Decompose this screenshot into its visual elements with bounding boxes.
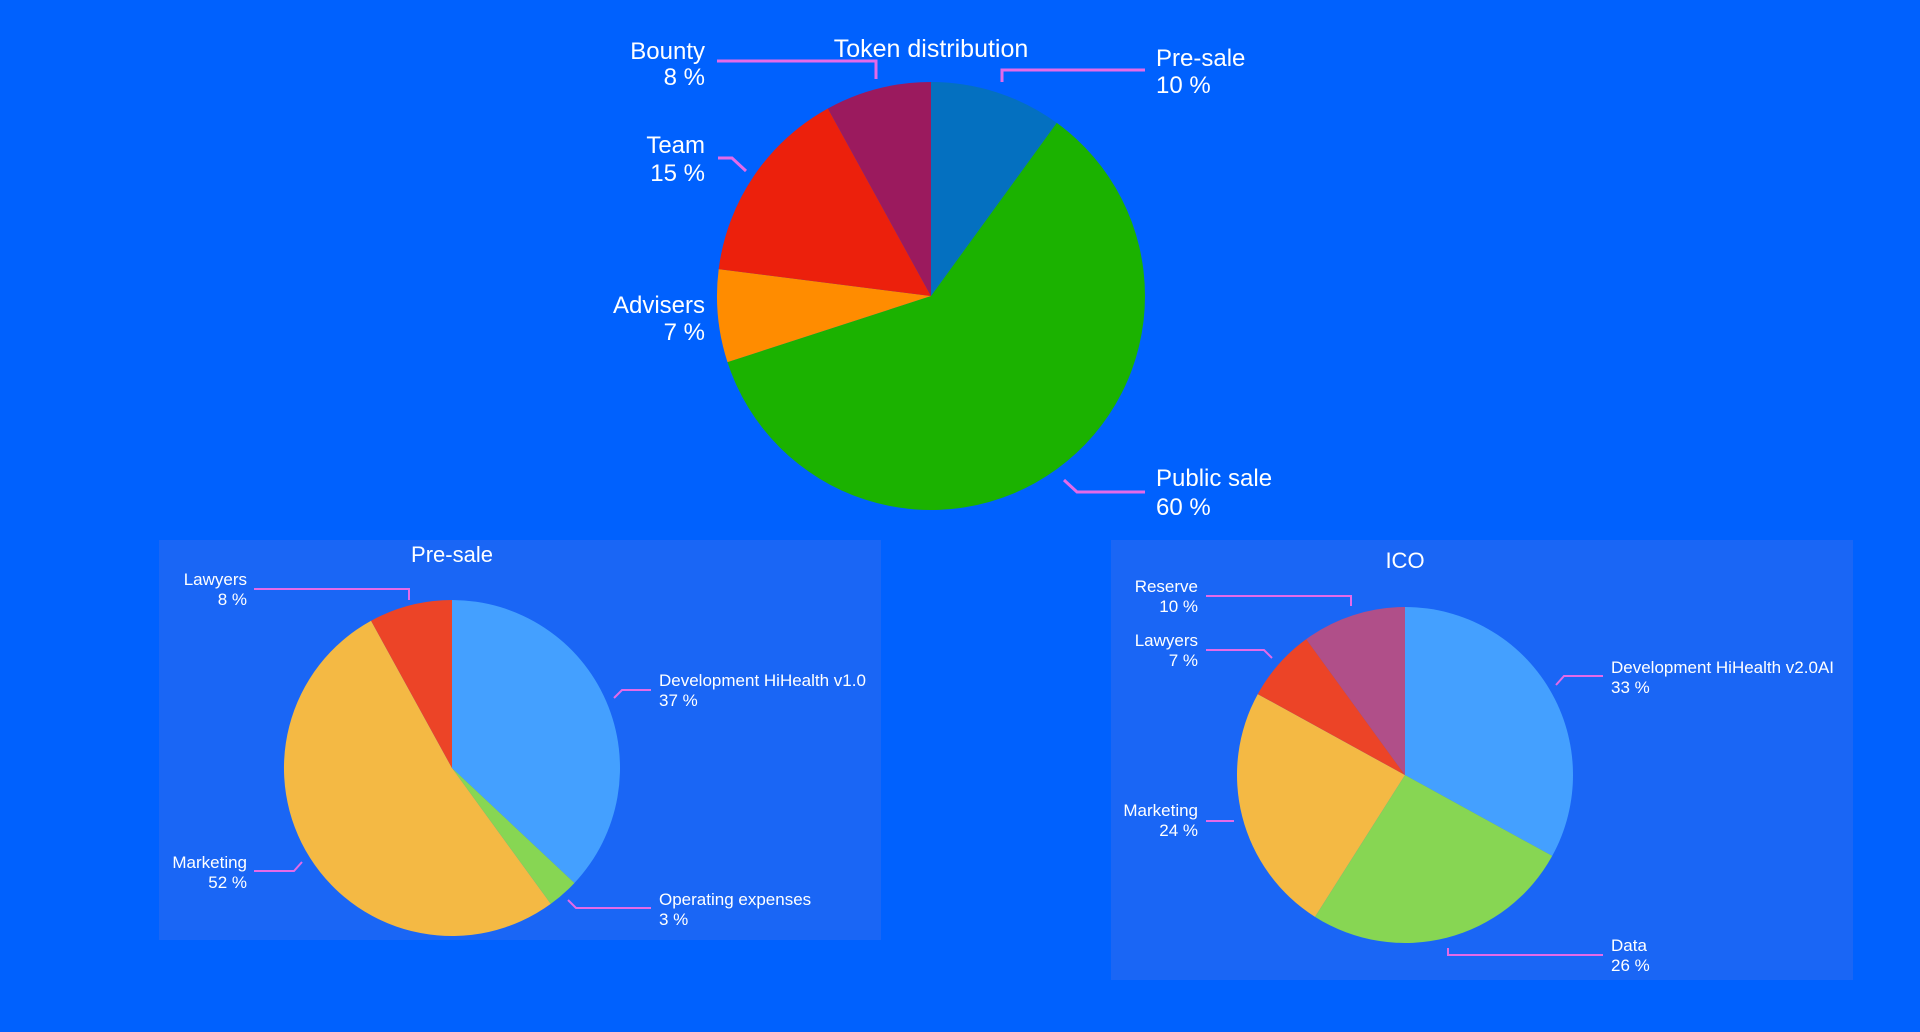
slice-label-value: 37 %	[659, 691, 698, 710]
slice-label-name: Lawyers	[1135, 631, 1198, 650]
slice-label-value: 3 %	[659, 910, 688, 929]
slice-label-public-sale: Public sale 60 %	[1062, 465, 1272, 521]
slice-label-value: 26 %	[1611, 956, 1650, 975]
slice-label-name: Public sale	[1156, 465, 1272, 492]
slice-label-value: 8 %	[218, 590, 247, 609]
slice-label-name: Pre-sale	[1156, 45, 1245, 72]
slice-label-operating-expenses: Operating expenses 3 %	[567, 890, 811, 929]
leader-line	[1206, 595, 1352, 606]
pie-slice-lawyers	[371, 600, 452, 768]
slice-label-value: 60 %	[1156, 494, 1211, 521]
pie-slices	[1237, 607, 1573, 944]
pie-slice-advisers	[717, 269, 931, 363]
chart-title: ICO	[1385, 548, 1424, 573]
pie-slice-data	[1314, 775, 1553, 944]
pie-slice-development-hihealth-v2-0ai	[1405, 607, 1573, 856]
leader-line	[254, 588, 410, 600]
slice-label-name: Reserve	[1135, 577, 1198, 596]
leader-line	[717, 59, 878, 79]
slice-label-development-hihealth-v2: Development HiHealth v2.0AI 33 %	[1555, 658, 1834, 697]
pie-labels: Development HiHealth v1.0 37 % Operating…	[172, 570, 866, 929]
leader-line	[567, 899, 651, 909]
slice-label-value: 7 %	[1169, 651, 1198, 670]
leader-line	[1447, 948, 1603, 956]
pie-slice-public-sale	[727, 122, 1145, 510]
slice-label-value: 7 %	[664, 319, 705, 346]
leader-line	[718, 156, 748, 173]
pie-slice-development-hihealth-v1-0	[452, 600, 620, 883]
chart-title: Token distribution	[834, 35, 1029, 63]
pie-slice-lawyers	[1257, 639, 1405, 775]
slice-label-name: Development HiHealth v2.0AI	[1611, 658, 1834, 677]
slice-label-pre-sale: Pre-sale 10 %	[1000, 45, 1245, 99]
slice-label-value: 33 %	[1611, 678, 1650, 697]
pie-slice-operating-expenses	[452, 768, 575, 904]
chart-title: Pre-sale	[411, 542, 493, 567]
slice-label-name: Lawyers	[184, 570, 247, 589]
slice-label-advisers: Advisers 7 %	[613, 292, 705, 346]
slice-label-value: 24 %	[1159, 821, 1198, 840]
leader-line	[1062, 478, 1145, 494]
slice-label-marketing: Marketing 52 %	[172, 853, 303, 892]
slice-label-name: Development HiHealth v1.0	[659, 671, 866, 690]
slice-label-name: Bounty	[630, 38, 705, 65]
pre-sale-chart: Pre-sale Development HiHealth v1.0 37 % …	[159, 540, 881, 940]
pie-slice-team	[718, 108, 931, 296]
slice-label-value: 52 %	[208, 873, 247, 892]
pie-slice-reserve	[1306, 607, 1405, 775]
pie-slice-marketing	[1237, 694, 1405, 917]
slice-label-name: Data	[1611, 936, 1647, 955]
pie-labels: Pre-sale 10 % Public sale 60 % Advisers …	[613, 38, 1272, 521]
pie-slice-marketing	[283, 620, 551, 937]
slice-label-value: 10 %	[1159, 597, 1198, 616]
slice-label-value: 15 %	[650, 160, 705, 187]
slice-label-name: Marketing	[1123, 801, 1198, 820]
slice-label-marketing: Marketing 24 %	[1123, 801, 1234, 840]
slice-label-name: Operating expenses	[659, 890, 811, 909]
slice-label-value: 8 %	[664, 64, 705, 91]
leader-line	[254, 861, 303, 872]
slice-label-lawyers: Lawyers 8 %	[184, 570, 410, 609]
slice-label-value: 10 %	[1156, 72, 1211, 99]
leader-line	[1555, 675, 1603, 686]
pie-slices	[717, 82, 1145, 510]
pie-slice-pre-sale	[931, 82, 1057, 296]
slice-label-development-hihealth-v1: Development HiHealth v1.0 37 %	[613, 671, 866, 710]
slice-label-name: Advisers	[613, 292, 705, 319]
ico-chart: ICO Development HiHealth v2.0AI 33 % Dat…	[1111, 540, 1853, 980]
slice-label-name: Marketing	[172, 853, 247, 872]
pie-slices	[283, 600, 620, 937]
leader-line	[1000, 68, 1145, 82]
slice-label-data: Data 26 %	[1447, 936, 1650, 975]
slice-label-lawyers: Lawyers 7 %	[1135, 631, 1273, 670]
token-distribution-chart: Token distribution Pre-sale 10 % Public …	[613, 35, 1272, 521]
pie-labels: Development HiHealth v2.0AI 33 % Data 26…	[1123, 577, 1834, 975]
leader-line	[1206, 649, 1273, 659]
pie-slice-bounty	[827, 82, 931, 296]
leader-line	[613, 689, 651, 699]
slice-label-team: Team 15 %	[646, 132, 748, 187]
slice-label-reserve: Reserve 10 %	[1135, 577, 1352, 616]
slice-label-bounty: Bounty 8 %	[630, 38, 878, 91]
slice-label-name: Team	[646, 132, 705, 159]
